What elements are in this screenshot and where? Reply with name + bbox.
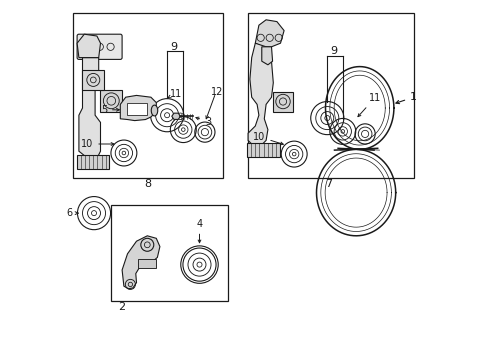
Text: 9: 9 (329, 46, 337, 56)
Polygon shape (122, 236, 160, 289)
Text: 9: 9 (170, 42, 177, 52)
Polygon shape (79, 58, 101, 158)
Bar (138, 259, 156, 268)
Polygon shape (255, 20, 284, 47)
Bar (247, 143, 279, 157)
Bar (247, 13, 413, 178)
Bar (77, 155, 109, 169)
Text: 7: 7 (325, 179, 332, 189)
Polygon shape (171, 113, 180, 120)
FancyBboxPatch shape (77, 34, 122, 59)
Text: 1: 1 (395, 92, 416, 104)
Ellipse shape (151, 105, 158, 116)
Text: 3: 3 (196, 117, 211, 127)
Polygon shape (77, 34, 101, 58)
Polygon shape (247, 43, 273, 146)
Bar (73, 13, 223, 178)
Bar (101, 90, 122, 112)
Bar (82, 70, 104, 90)
Bar (127, 103, 147, 115)
Text: 11: 11 (167, 89, 182, 99)
Text: 10: 10 (253, 132, 283, 145)
Bar (111, 205, 228, 301)
Text: 2: 2 (118, 302, 125, 312)
Text: 12: 12 (211, 87, 223, 97)
Polygon shape (261, 47, 272, 65)
Text: 8: 8 (144, 179, 151, 189)
Text: 10: 10 (81, 139, 114, 149)
Polygon shape (120, 95, 156, 121)
Text: 6: 6 (66, 208, 78, 218)
Text: 11: 11 (357, 93, 380, 117)
Bar (273, 92, 292, 112)
Text: 5: 5 (101, 105, 119, 115)
Text: 4: 4 (196, 219, 202, 243)
